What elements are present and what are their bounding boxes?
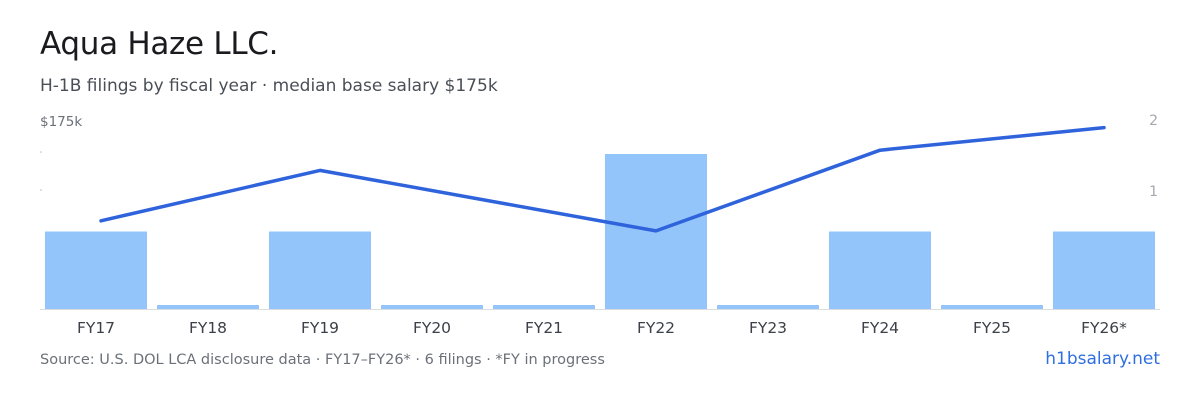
x-tick-label: FY24 — [861, 319, 899, 337]
left-axis-dots — [40, 151, 42, 191]
x-tick-label: FY22 — [637, 319, 675, 337]
bar-fy20 — [381, 305, 483, 309]
x-tick-label: FY23 — [749, 319, 787, 337]
bar-fy19 — [269, 231, 371, 309]
left-axis-dot — [40, 189, 42, 191]
right-tick-label: 1 — [1149, 184, 1158, 200]
source-note: Source: U.S. DOL LCA disclosure data · F… — [40, 352, 605, 368]
bar-fy17 — [45, 231, 147, 309]
x-tick-label: FY19 — [301, 319, 339, 337]
x-tick-label: FY17 — [77, 319, 115, 337]
x-tick-label: FY25 — [973, 319, 1011, 337]
chart-subtitle: H-1B filings by fiscal year · median bas… — [40, 76, 498, 96]
site-link[interactable]: h1bsalary.net — [1045, 349, 1160, 369]
x-tick-label: FY26* — [1081, 319, 1127, 337]
left-axis: $175k — [40, 114, 82, 130]
bar-fy21 — [493, 305, 595, 309]
right-axis: 21 — [1149, 113, 1158, 200]
bar-series — [45, 154, 1155, 309]
bar-fy18 — [157, 305, 259, 309]
left-axis-dot — [40, 151, 42, 153]
bar-fy26 — [1053, 231, 1155, 309]
x-axis-labels: FY17 FY18 FY19 FY20 FY21 FY22 FY23 FY24 FY25 FY26… — [77, 319, 1127, 337]
x-tick-label: FY21 — [525, 319, 563, 337]
bar-fy24 — [829, 231, 931, 309]
right-tick-label: 2 — [1149, 113, 1158, 129]
bar-fy25 — [941, 305, 1043, 309]
bar-fy23 — [717, 305, 819, 309]
left-tick-label: $175k — [40, 114, 82, 130]
chart-title: Aqua Haze LLC. — [40, 26, 279, 62]
x-tick-label: FY20 — [413, 319, 451, 337]
x-tick-label: FY18 — [189, 319, 227, 337]
salary-line — [99, 125, 1106, 233]
